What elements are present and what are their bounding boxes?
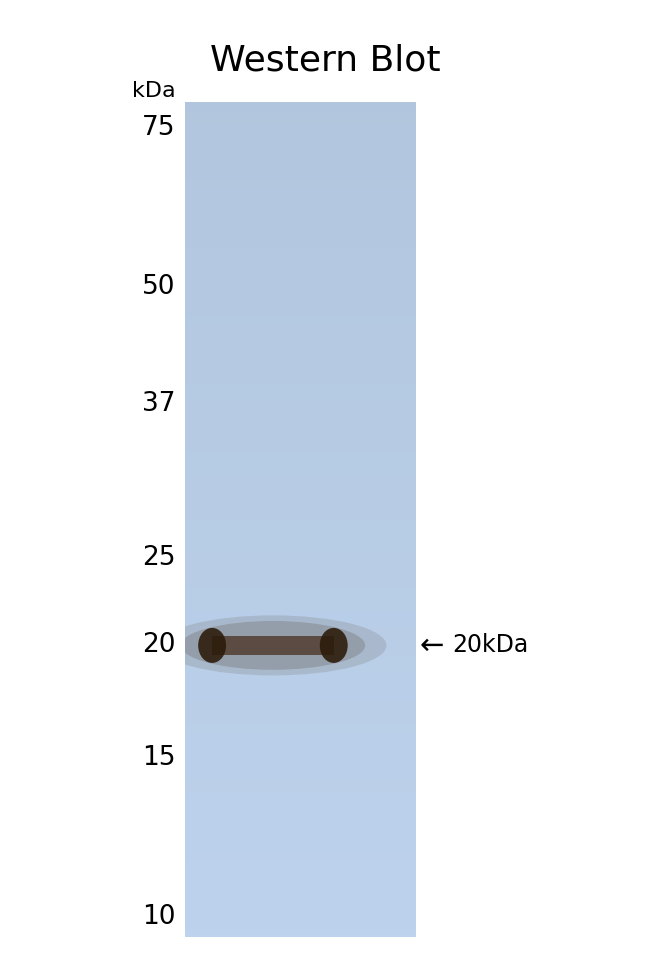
Ellipse shape	[181, 621, 365, 670]
Text: 10: 10	[142, 904, 176, 930]
Text: 25: 25	[142, 545, 176, 571]
Text: 50: 50	[142, 273, 176, 300]
Bar	[212, 636, 333, 655]
Text: 15: 15	[142, 745, 176, 771]
Text: 20: 20	[142, 632, 176, 659]
Ellipse shape	[320, 628, 348, 663]
Text: Western Blot: Western Blot	[210, 44, 440, 78]
Text: ←: ←	[419, 631, 443, 660]
Text: 75: 75	[142, 115, 176, 141]
Text: 20kDa: 20kDa	[452, 633, 528, 658]
Ellipse shape	[198, 628, 226, 663]
Text: 37: 37	[142, 391, 176, 418]
Ellipse shape	[159, 615, 387, 675]
Text: kDa: kDa	[132, 81, 176, 101]
